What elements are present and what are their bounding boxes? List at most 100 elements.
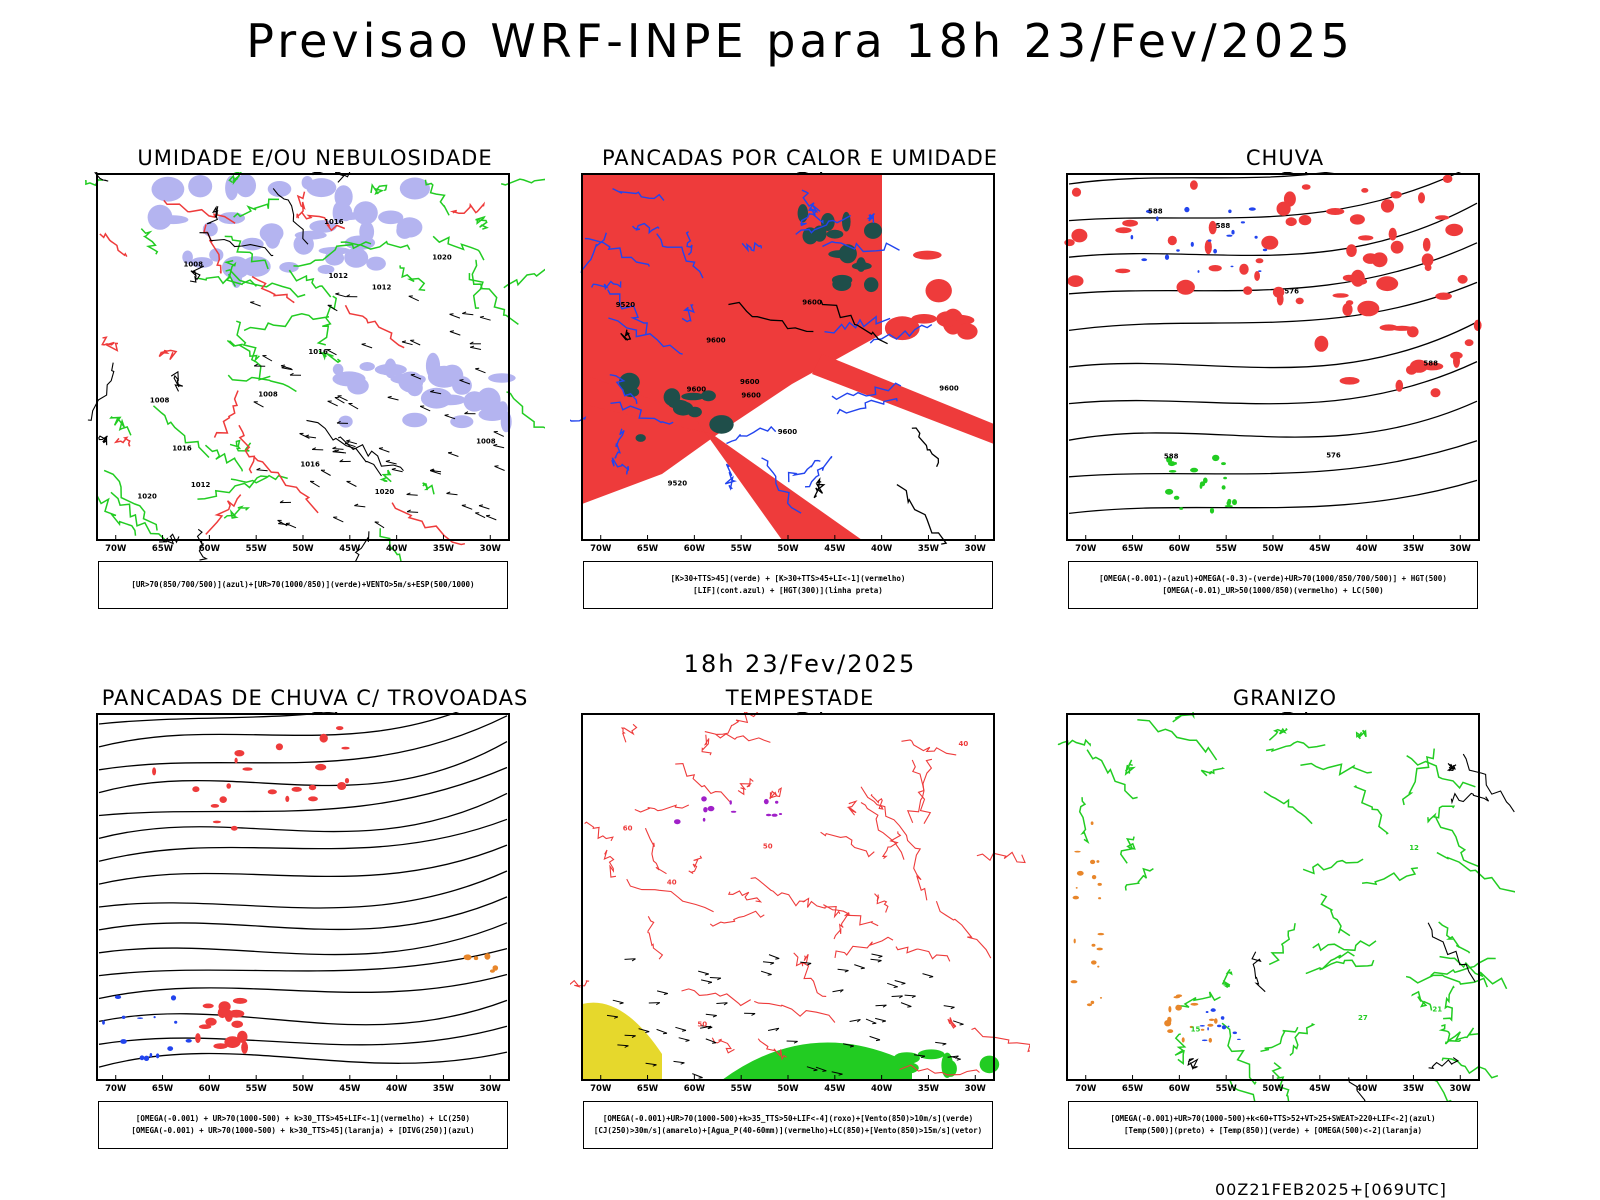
lon-label: 50W (1262, 1084, 1284, 1094)
omega-area (1184, 206, 1190, 213)
omega-area (1254, 235, 1258, 239)
precipitable-water-contour (870, 793, 884, 810)
contour-label: 60 (623, 824, 633, 832)
thickness-contour (300, 211, 346, 232)
temp-850-contour (1289, 1022, 1316, 1056)
legend-line-2: [Temp(500)](preto) + [Temp(850)](verde) … (1123, 1126, 1422, 1135)
rain-area (1421, 253, 1434, 267)
temp-850-contour (1319, 959, 1375, 971)
humidity-contour (243, 313, 330, 332)
omega-area (1164, 254, 1170, 260)
wind-vector (952, 1020, 964, 1025)
wind-vector (844, 970, 849, 973)
middle-title: 18h 23/Fev/2025 (683, 650, 917, 678)
wind-vector (768, 954, 780, 959)
wind-vector (461, 504, 466, 506)
lon-label: 35W (1403, 1084, 1425, 1094)
divergence-area (174, 1020, 178, 1024)
wind-vector (401, 340, 407, 343)
thickness-contour (163, 199, 236, 224)
lon-label: 70W (590, 1084, 612, 1094)
severe-storm-area (771, 813, 778, 817)
severe-storm-area (775, 800, 779, 804)
precipitable-water-contour (802, 897, 841, 919)
humidity-area (241, 256, 271, 277)
pressure-contour (98, 435, 108, 446)
thunderstorm-area (319, 733, 328, 743)
wind-vector (614, 1016, 619, 1019)
lifted-index-contour (831, 382, 902, 401)
divergence-area (149, 1053, 153, 1058)
precipitable-water-contour (647, 916, 664, 960)
humidity-contour (506, 391, 545, 429)
rain-area (1358, 235, 1374, 241)
thunderstorm-area (230, 825, 238, 831)
precipitable-water-contour (895, 946, 951, 962)
thunderstorm-area (231, 1020, 243, 1028)
streamline (98, 766, 508, 817)
wind-vector (332, 451, 344, 454)
legend-line-1: [OMEGA(-0.001)+UR>70(1000-500)+k<60+TTS>… (1110, 1114, 1436, 1123)
omega-500-area (1090, 859, 1096, 865)
wind-vector (479, 315, 485, 318)
streamline (98, 922, 508, 956)
lon-label: 60W (684, 544, 706, 554)
lon-label: 70W (105, 544, 127, 554)
omega-area (1197, 270, 1200, 273)
divergence-area (139, 1055, 145, 1061)
omega-500-area (1099, 997, 1103, 999)
wind-vector (685, 1039, 690, 1042)
wind-vector (893, 986, 898, 988)
severe-storm-area (729, 800, 732, 805)
humidity-area (488, 373, 516, 383)
humidity-contour (236, 320, 271, 381)
wind-vector (334, 449, 339, 452)
thunderstorm-area (344, 778, 350, 784)
humidity-area (332, 202, 345, 224)
wind-vector (865, 1018, 877, 1024)
omega-area (1221, 462, 1226, 466)
wind-vector (444, 414, 456, 420)
pressure-contour (306, 419, 382, 477)
thunderstorm-area (285, 795, 290, 802)
streamline (98, 712, 460, 748)
rain-area (1176, 279, 1195, 295)
wind-vector (335, 292, 340, 295)
wind-vector (279, 500, 284, 504)
convection-area (826, 229, 844, 239)
humidity-area (332, 371, 366, 387)
wind-vector (935, 1041, 947, 1045)
wind-vector (631, 1035, 636, 1038)
legend-box: [K>30+TTS>45](verde) + [K>30+TTS>45+LI<-… (583, 561, 993, 609)
streamline (1068, 242, 1478, 295)
wind-vector (493, 444, 505, 449)
omega-area (1213, 248, 1217, 254)
precipitable-water-contour (947, 1017, 957, 1029)
temp-850-contour (1200, 767, 1226, 777)
geopotential-label: 588 (1216, 222, 1231, 230)
streamline (1068, 361, 1478, 405)
wind-vector (815, 1066, 827, 1072)
wind-vector (346, 480, 357, 487)
humidity-area (344, 247, 369, 268)
rain-area (1115, 227, 1132, 234)
precipitable-water-contour (913, 847, 928, 901)
wind-vector (717, 977, 722, 981)
omega-area (1168, 470, 1177, 473)
convection-area (864, 222, 882, 239)
map-background (1067, 174, 1479, 540)
thunderstorm-area (219, 796, 227, 803)
severe-storm-area (707, 805, 715, 812)
severe-storm-area (763, 798, 769, 805)
wind-vector (921, 1055, 926, 1059)
precipitable-water-contour (750, 877, 806, 907)
jet-core-area (582, 1002, 662, 1080)
omega-500-area (1208, 1037, 1212, 1043)
pressure-label: 1012 (372, 284, 392, 292)
rain-area (1071, 228, 1088, 243)
thickness-contour (344, 304, 405, 349)
convection-area (831, 274, 853, 286)
omega-area (1258, 270, 1262, 272)
omega-area (1226, 500, 1231, 506)
rain-area (1390, 240, 1404, 254)
